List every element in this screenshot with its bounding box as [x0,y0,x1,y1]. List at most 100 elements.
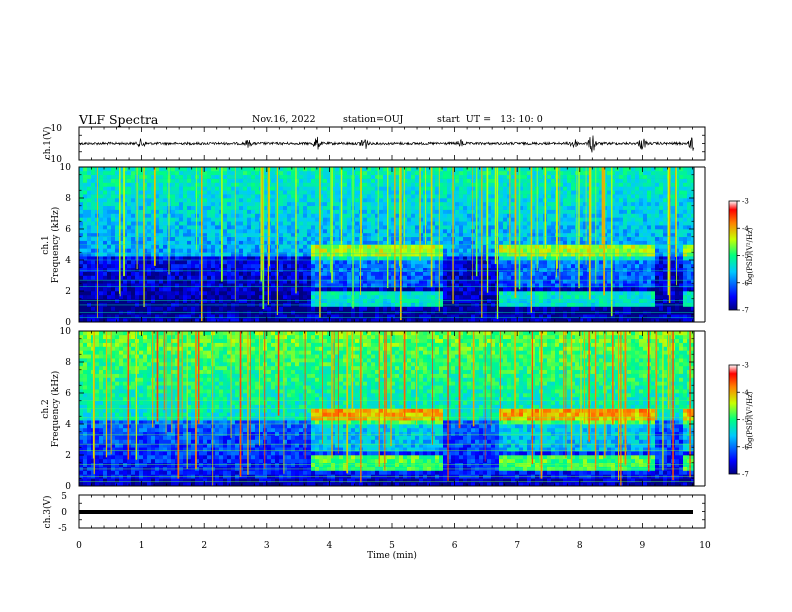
spectrogram-ch1-cell [295,271,300,276]
spectrogram-ch1-cell [87,201,92,207]
spectrogram-ch1-cell [391,263,396,269]
spectrogram-ch1-cell [467,174,472,179]
spectrogram-ch1-cell [79,221,84,226]
spectrogram-ch1-cell [135,291,140,296]
spectrogram-ch1-cell [355,306,360,311]
spectrogram-ch1-cell [163,205,168,210]
spectrogram-ch1-cell [279,221,284,226]
spectrogram-ch1-cell [271,298,276,303]
spectrogram-ch1-cell [559,236,564,241]
spectrogram-ch1-cell [139,221,144,226]
spectrogram-ch1-cell [539,229,544,234]
spectrogram-ch1-cell [383,229,388,234]
spectrogram-ch1-cell [419,229,424,234]
spectrogram-ch1-cell [279,318,284,323]
spectrogram-ch1-cell [531,279,536,284]
spectrogram-ch1-cell [211,244,216,249]
spectrogram-ch1-cell [211,294,216,300]
spectrogram-ch1-cell [283,170,288,176]
spectrogram-ch1-cell [367,178,372,183]
spectrogram-ch1-cell [179,306,184,311]
spectrogram-ch1-cell [123,275,128,280]
spectrogram-ch1-cell [247,178,252,183]
spectrogram-ch1-cell [455,306,460,311]
spectrogram-ch1-cell [151,306,156,311]
spectrogram-ch1-cell [231,170,236,176]
spectrogram-ch1-cell [119,291,124,296]
spectrogram-ch1-cell [291,229,296,234]
spectrogram-ch1-cell [391,174,396,179]
spectrogram-ch1-cell [167,287,172,292]
spectrogram-ch1-cell [251,318,256,323]
spectrogram-ch1-cell [251,190,256,195]
spectrogram-ch1-cell [99,263,104,269]
spectrogram-ch1-cell [423,240,428,245]
spectrogram-ch1-cell [367,221,372,226]
spectrogram-ch1-cell [331,287,336,292]
spectrogram-ch1-cell [87,213,92,218]
spectrogram-ch1-cell [435,198,440,203]
spectrogram-ch1-cell [379,178,384,183]
spectrogram-ch1-cell [375,244,380,249]
spectrogram-ch1-cell [151,248,156,253]
spectrogram-ch1-cell [151,221,156,226]
spectrogram-ch1-cell [411,190,416,195]
spectrogram-ch1-cell [347,167,352,172]
spectrogram-ch1-cell [391,182,396,187]
spectrogram-ch1-cell [279,298,284,303]
spectrogram-ch1-cell [159,201,164,207]
spectrogram-ch1-cell [111,287,116,292]
spectrogram-ch1-cell [491,236,496,241]
spectrogram-ch1-cell [271,221,276,226]
spectrogram-ch1-cell [287,182,292,187]
spectrogram-ch1-cell [127,298,132,303]
spectrogram-ch1-cell [479,314,484,319]
spectrogram-ch1-cell [531,298,536,303]
spectrogram-ch1-cell [159,271,164,276]
spectrogram-ch1-cell [107,190,112,195]
spectrogram-ch1-cell [407,225,412,230]
spectrogram-ch1-cell [395,291,400,296]
spectrogram-ch1-cell [179,186,184,191]
spectrogram-ch1-cell [347,271,352,276]
spectrogram-ch1-cell [483,182,488,187]
spectrogram-ch1-cell [255,232,260,238]
spectrogram-ch1-cell [115,182,120,187]
spectrogram-ch1-cell [491,198,496,203]
spectrogram-ch1-cell [279,232,284,238]
spectrogram-ch1-cell [183,256,188,261]
spectrogram-ch1-cell [411,229,416,234]
spectrogram-ch1-cell [83,186,88,191]
spectrogram-ch1-cell [551,287,556,292]
spectrogram-ch1-cell [211,252,216,257]
spectrogram-ch1-cell [263,236,268,241]
spectrogram-ch1-cell [371,271,376,276]
spectrogram-ch1-cell [335,205,340,210]
spectrogram-ch1-cell [447,283,452,288]
spectrogram-ch1-cell [159,170,164,176]
spectrogram-ch1-cell [443,201,448,207]
spectrogram-ch1-cell [83,182,88,187]
spectrogram-ch1-cell [283,201,288,207]
spectrogram-ch1-cell [143,287,148,292]
spectrogram-ch1-cell [403,178,408,183]
spectrogram-ch1-cell [443,225,448,230]
spectrogram-ch1-cell [163,256,168,261]
spectrogram-ch1-cell [163,260,168,265]
spectrogram-ch1-cell [507,205,512,210]
spectrogram-ch1-cell [215,174,220,179]
spectrogram-ch1-cell [211,279,216,284]
spectrogram-ch1-cell [187,178,192,183]
spectrogram-ch1-cell [255,217,260,222]
spectrogram-ch1-cell [467,229,472,234]
spectrogram-ch1-cell [547,263,552,269]
spectrogram-ch1-cell [195,287,200,292]
spectrogram-ch1-cell [143,205,148,210]
spectrogram-ch1-cell [299,252,304,257]
spectrogram-ch1-cell [179,248,184,253]
spectrogram-ch1-cell [191,174,196,179]
spectrogram-ch1-cell [327,190,332,195]
spectrogram-ch1-cell [171,178,176,183]
spectrogram-ch1-cell [423,271,428,276]
spectrogram-ch1-cell [371,294,376,300]
